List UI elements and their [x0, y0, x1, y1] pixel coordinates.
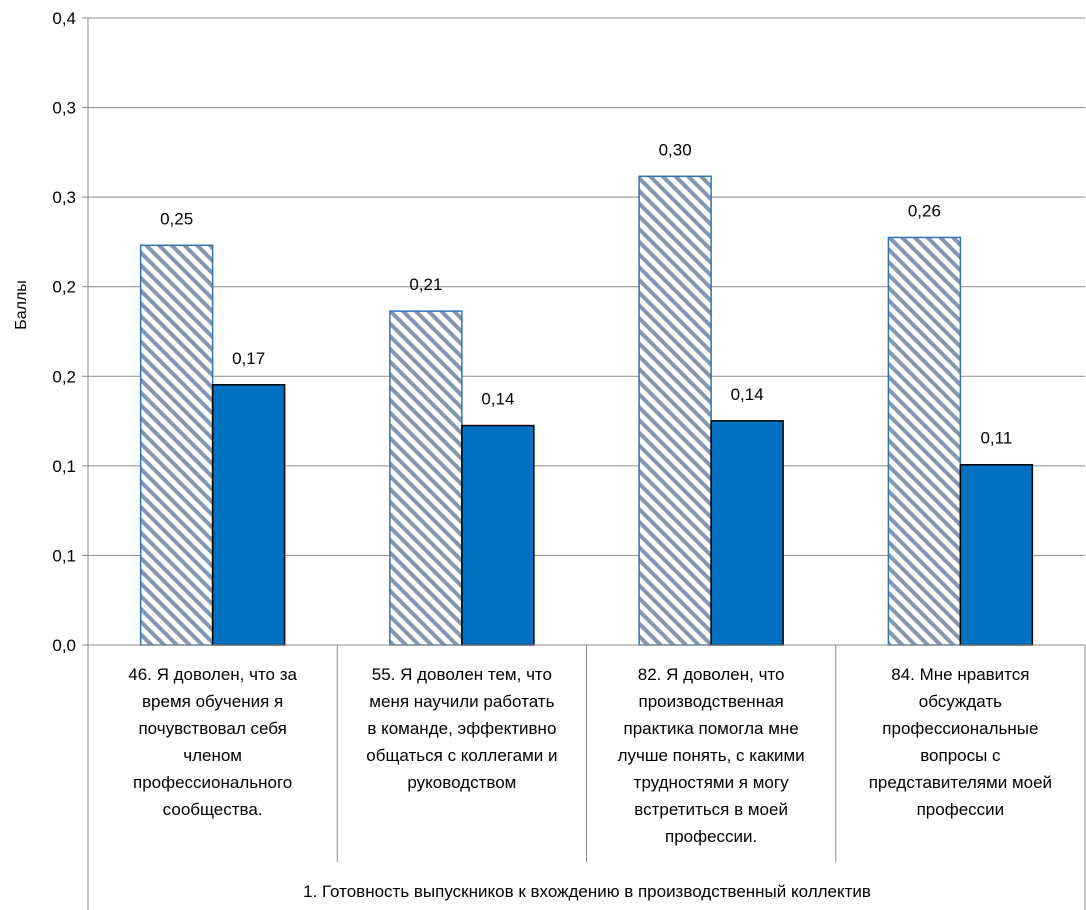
category-label-line: обсуждать — [919, 692, 1002, 711]
y-tick-label: 0,1 — [52, 457, 76, 476]
category-label-line: 46. Я доволен, что за — [128, 665, 297, 684]
data-label: 0,17 — [232, 349, 265, 368]
bar — [710, 420, 784, 646]
data-label: 0,11 — [980, 429, 1012, 448]
bar — [389, 310, 463, 646]
category-label-line: меня научили работать — [369, 692, 554, 711]
category-label-line: встретиться в моей — [634, 800, 788, 819]
category-label-line: вопросы с — [920, 746, 1001, 765]
category-label-line: профессии. — [665, 827, 757, 846]
data-label: 0,14 — [731, 385, 764, 404]
y-tick-label: 0,3 — [52, 188, 76, 207]
category-label-line: профессии — [917, 800, 1005, 819]
category-label-line: руководством — [407, 773, 516, 792]
category-label-line: сообщества. — [163, 800, 263, 819]
data-label: 0,30 — [659, 140, 692, 159]
y-tick-label: 0,2 — [52, 278, 76, 297]
y-tick-label: 0,4 — [52, 9, 76, 28]
bar — [638, 175, 712, 646]
data-label: 0,26 — [908, 201, 941, 220]
category-label-line: почувствовал себя — [138, 719, 286, 738]
category-label-line: трудностями я могу — [634, 773, 789, 792]
group-label: 1. Готовность выпускников к вхождению в … — [303, 882, 871, 901]
category-label-line: время обучения я — [142, 692, 283, 711]
bar — [139, 244, 214, 646]
y-tick-label: 0,2 — [52, 367, 76, 386]
bar — [887, 236, 962, 646]
category-labels: 46. Я доволен, что за время обучения я поч… — [128, 665, 1052, 846]
category-label-line: производственная — [638, 692, 783, 711]
data-label: 0,14 — [481, 390, 514, 409]
category-label-line: членом — [183, 746, 242, 765]
category-label-line: общаться с коллегами и — [366, 746, 557, 765]
bars — [139, 175, 1034, 646]
category-label-line: лучше понять, с какими — [618, 746, 805, 765]
y-axis-ticks: 0,0 0,1 0,1 0,2 0,2 0,3 0,3 0,4 — [52, 9, 88, 655]
data-labels: 0,25 0,17 0,21 0,14 0,30 0,14 0,26 0,11 — [160, 140, 1012, 447]
category-label-line: в команде, эффективно — [367, 719, 556, 738]
category-label-line: профессионального — [133, 773, 292, 792]
bar — [461, 424, 535, 646]
category-label-line: представителями моей — [869, 773, 1052, 792]
data-label: 0,25 — [160, 209, 193, 228]
category-label-line: профессиональные — [882, 719, 1038, 738]
y-tick-label: 0,1 — [52, 546, 76, 565]
y-axis-label: Баллы — [13, 280, 30, 330]
category-label-line: практика помогла мне — [623, 719, 798, 738]
data-label: 0,21 — [409, 275, 442, 294]
bar — [211, 384, 286, 646]
category-label-line: 84. Мне нравится — [891, 665, 1029, 684]
bar — [959, 463, 1034, 646]
category-label-line: 55. Я доволен тем, что — [372, 665, 552, 684]
y-tick-label: 0,3 — [52, 99, 76, 118]
axes — [87, 18, 1086, 910]
category-label-line: 82. Я доволен, что — [638, 665, 785, 684]
y-tick-label: 0,0 — [52, 636, 76, 655]
